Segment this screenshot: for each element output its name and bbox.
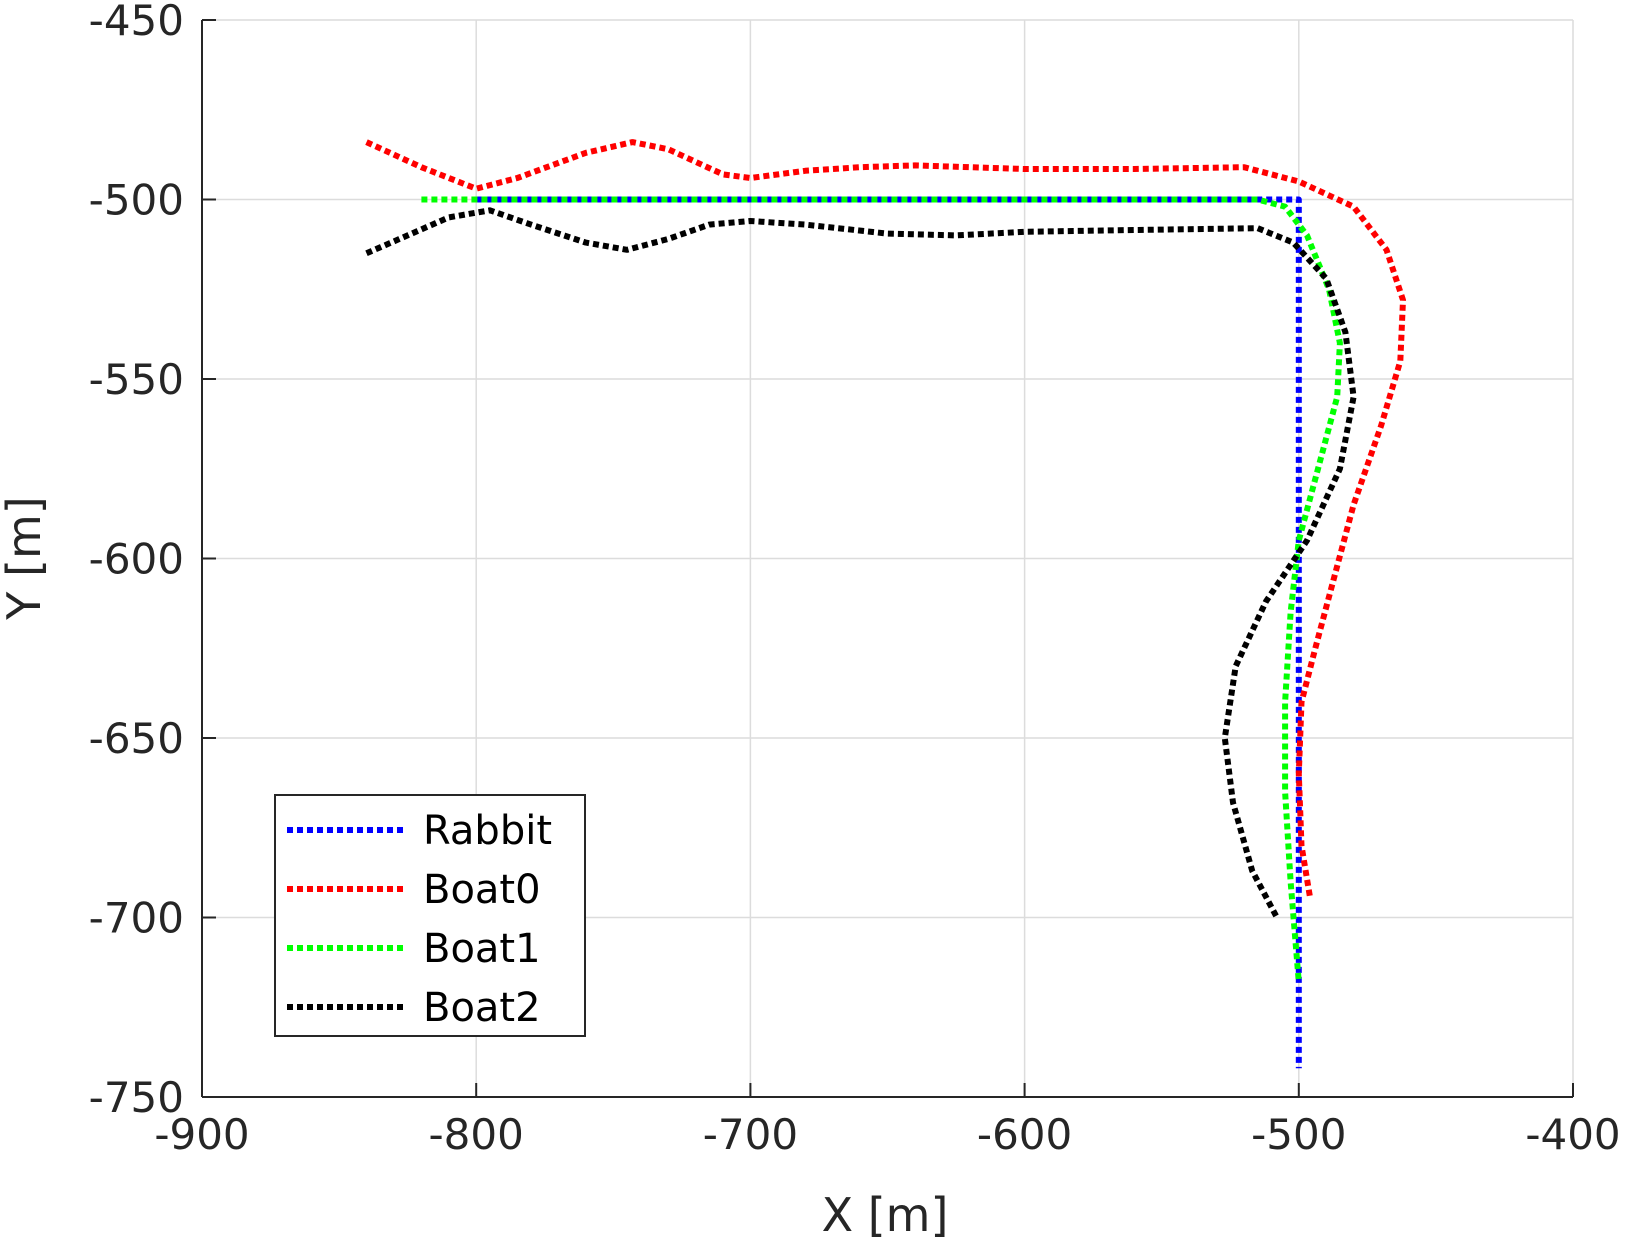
series-line-rabbit [476, 196, 1302, 1069]
legend-label-rabbit: Rabbit [423, 808, 552, 854]
x-tick-label-2: -700 [703, 1110, 798, 1159]
legend-label-boat0: Boat0 [423, 867, 541, 913]
y-tick-label-6: -750 [89, 1073, 184, 1122]
y-axis-label: Y [m] [0, 496, 51, 620]
series-layer [365, 139, 1406, 1069]
series-line-boat2 [365, 207, 1357, 919]
y-tick-label-5: -700 [89, 894, 184, 943]
y-tick-label-4: -650 [89, 714, 184, 763]
tick-labels: -900 -800 -700 -600 -500 -400 -450 -500 -550 -600… [89, 0, 1621, 1159]
x-tick-label-0: -900 [154, 1110, 249, 1159]
series-line-boat1 [421, 196, 1343, 983]
legend: Rabbit Boat0 Boat1 Boat2 [274, 794, 586, 1037]
legend-box [274, 794, 586, 1037]
y-tick-label-3: -600 [89, 535, 184, 584]
legend-label-boat2: Boat2 [423, 985, 541, 1031]
axes [201, 19, 1574, 1098]
y-tick-label-0: -450 [89, 0, 184, 45]
x-tick-label-1: -800 [429, 1110, 524, 1159]
x-tick-label-3: -600 [977, 1110, 1072, 1159]
legend-label-boat1: Boat1 [423, 926, 541, 972]
y-tick-label-1: -500 [89, 176, 184, 225]
x-tick-label-5: -400 [1525, 1110, 1620, 1159]
y-tick-label-2: -550 [89, 355, 184, 404]
x-tick-label-4: -500 [1251, 1110, 1346, 1159]
x-axis-label: X [m] [822, 1188, 949, 1242]
